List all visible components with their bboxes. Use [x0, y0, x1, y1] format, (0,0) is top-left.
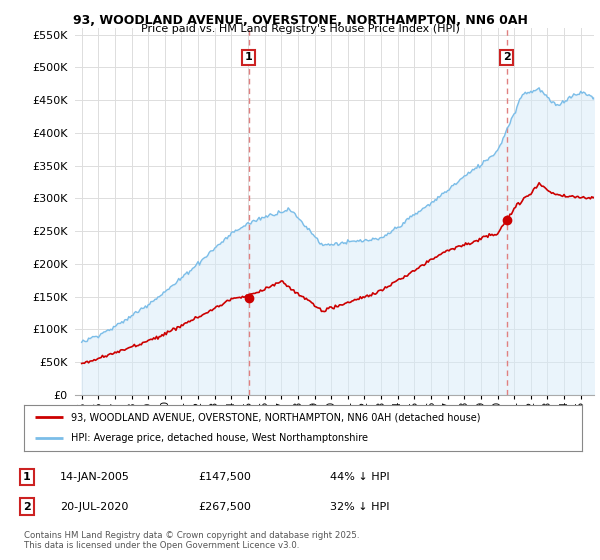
Text: 20-JUL-2020: 20-JUL-2020 — [60, 502, 128, 512]
Text: Price paid vs. HM Land Registry's House Price Index (HPI): Price paid vs. HM Land Registry's House … — [140, 24, 460, 34]
Text: HPI: Average price, detached house, West Northamptonshire: HPI: Average price, detached house, West… — [71, 433, 368, 444]
Text: 44% ↓ HPI: 44% ↓ HPI — [330, 472, 389, 482]
Text: £267,500: £267,500 — [198, 502, 251, 512]
Text: 93, WOODLAND AVENUE, OVERSTONE, NORTHAMPTON, NN6 0AH (detached house): 93, WOODLAND AVENUE, OVERSTONE, NORTHAMP… — [71, 412, 481, 422]
Text: 1: 1 — [23, 472, 31, 482]
Text: 2: 2 — [23, 502, 31, 512]
Text: £147,500: £147,500 — [198, 472, 251, 482]
Text: 14-JAN-2005: 14-JAN-2005 — [60, 472, 130, 482]
Text: 2: 2 — [503, 52, 511, 62]
Text: 93, WOODLAND AVENUE, OVERSTONE, NORTHAMPTON, NN6 0AH: 93, WOODLAND AVENUE, OVERSTONE, NORTHAMP… — [73, 14, 527, 27]
Text: 32% ↓ HPI: 32% ↓ HPI — [330, 502, 389, 512]
Text: Contains HM Land Registry data © Crown copyright and database right 2025.
This d: Contains HM Land Registry data © Crown c… — [24, 531, 359, 550]
Text: 1: 1 — [245, 52, 253, 62]
